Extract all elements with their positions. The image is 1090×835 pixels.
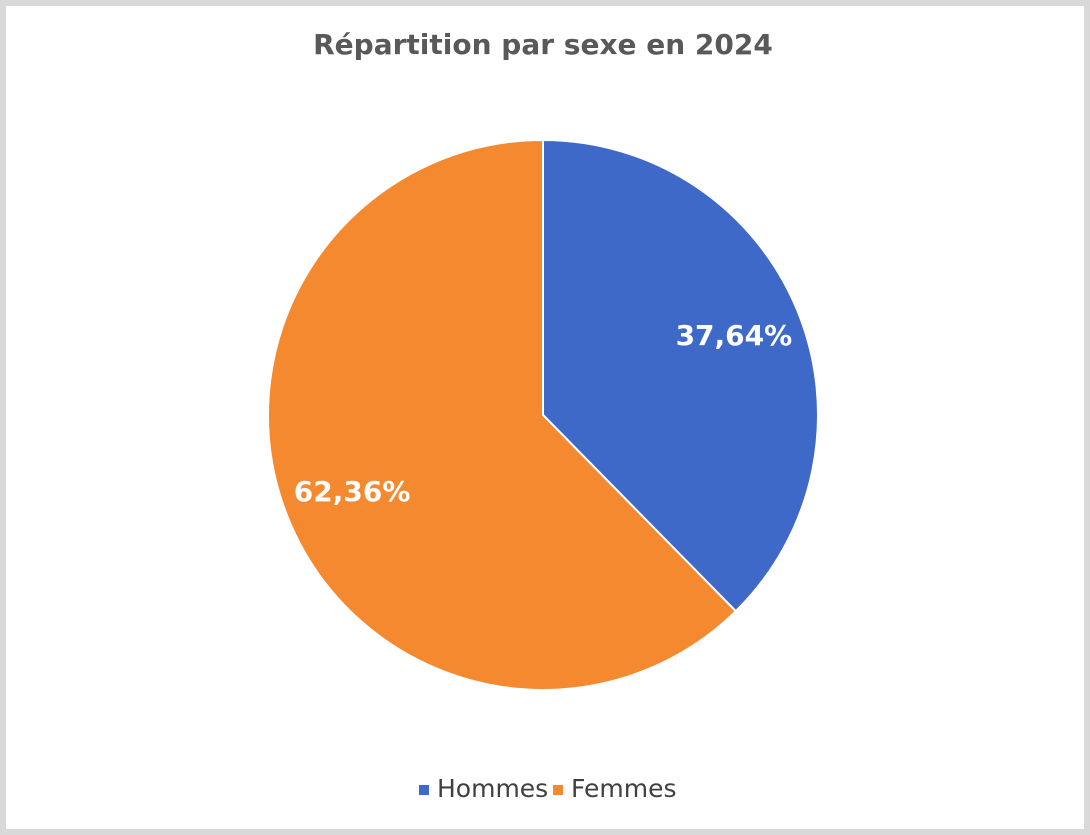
legend-swatch <box>419 785 429 795</box>
data-label: 37,64% <box>676 319 793 352</box>
legend-swatch <box>553 785 563 795</box>
legend-label: Femmes <box>571 774 677 803</box>
legend-label: Hommes <box>437 774 548 803</box>
pie-slice <box>542 138 819 613</box>
pie-slice <box>267 138 738 691</box>
chart-title: Répartition par sexe en 2024 <box>313 28 773 61</box>
data-label: 62,36% <box>294 475 411 508</box>
